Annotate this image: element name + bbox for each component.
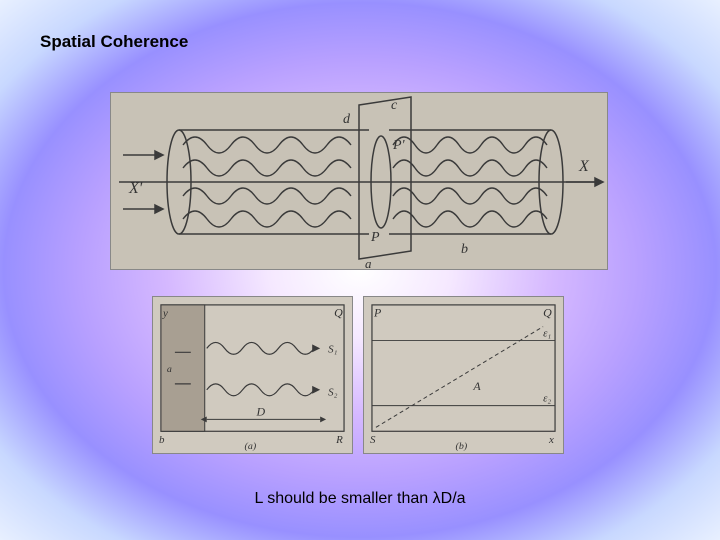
- figure-source-slits: a D y Q S₁ S₂ b R (a): [152, 296, 353, 454]
- figure-row: a D y Q S₁ S₂ b R (a): [152, 296, 564, 454]
- label-a: a: [365, 256, 372, 271]
- svg-text:S: S: [370, 434, 376, 446]
- label-p-prime: P': [392, 138, 406, 153]
- label-d: d: [343, 112, 351, 127]
- label-eps1: ε₁: [543, 328, 551, 340]
- label-a3: A: [472, 379, 481, 393]
- label-x-prime: X': [128, 180, 143, 197]
- figure-path-difference: A P Q ε₁ ε₂ S x (b): [363, 296, 564, 454]
- label-q2: Q: [334, 306, 343, 320]
- label-d-dist: D: [255, 405, 265, 419]
- label-c: c: [391, 98, 398, 113]
- page-title: Spatial Coherence: [40, 32, 188, 52]
- label-b: b: [461, 242, 468, 257]
- label-x: X: [578, 158, 590, 175]
- label-p3: P: [373, 306, 381, 320]
- caption-text: L should be smaller than λD/a: [0, 490, 720, 508]
- label-p: P: [370, 230, 380, 245]
- label-q3: Q: [543, 306, 552, 320]
- svg-text:R: R: [335, 434, 343, 446]
- svg-text:b: b: [159, 434, 165, 446]
- label-s2: S₂: [328, 387, 337, 399]
- fig3-caption: (b): [456, 441, 468, 452]
- svg-text:y: y: [162, 308, 168, 320]
- figure-spatial-coherence: X' X c d P' P b a: [110, 92, 608, 270]
- fig2-caption: (a): [245, 441, 257, 452]
- label-eps2: ε₂: [543, 393, 551, 405]
- svg-text:x: x: [548, 434, 554, 446]
- svg-text:a: a: [167, 364, 172, 375]
- label-s1: S₁: [328, 343, 337, 355]
